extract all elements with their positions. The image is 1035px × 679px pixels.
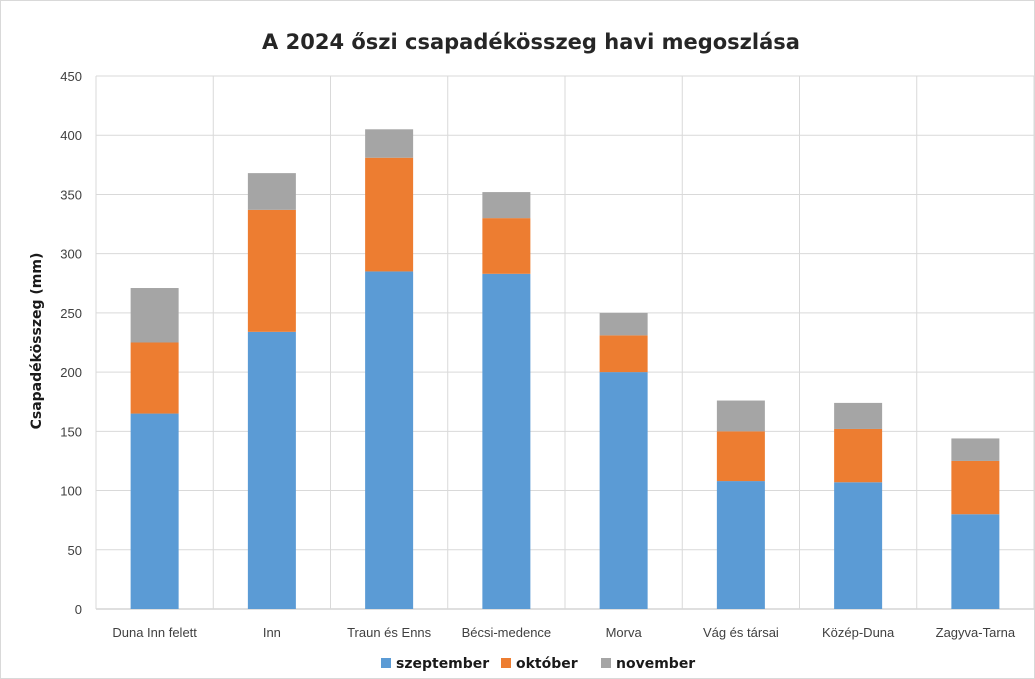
bar-segment-november [130, 288, 179, 343]
legend-label: november [616, 656, 695, 672]
bar-segment-október [247, 209, 296, 332]
x-tick-label: Vág és társai [703, 625, 779, 640]
x-tick-label: Duna Inn felett [112, 625, 197, 640]
y-tick-label: 0 [75, 602, 82, 617]
bar-segment-október [951, 460, 1000, 515]
bar-segment-szeptember [834, 482, 883, 609]
y-tick-label: 150 [60, 424, 82, 439]
bar-segment-október [599, 335, 648, 373]
y-tick-label: 300 [60, 247, 82, 262]
bar-segment-november [599, 312, 648, 336]
bar-segment-október [482, 218, 531, 274]
x-axis-labels: Duna Inn felett Inn Traun és Enns Bécsi-med… [112, 625, 1016, 640]
bars [130, 129, 1000, 609]
bar-segment-szeptember [716, 481, 765, 609]
bar-segment-november [482, 192, 531, 219]
bar-segment-szeptember [365, 271, 414, 609]
y-axis-ticks: 0 50 100 150 200 250 300 350 400 450 [60, 69, 82, 617]
legend-swatch [381, 658, 391, 668]
legend-item-október: október [501, 656, 578, 672]
legend-label: október [516, 656, 578, 672]
bar-segment-november [834, 402, 883, 429]
bar-segment-november [951, 438, 1000, 461]
y-tick-label: 50 [68, 543, 82, 558]
y-tick-label: 450 [60, 69, 82, 84]
bar-segment-november [716, 400, 765, 432]
bar-segment-október [716, 431, 765, 482]
legend-swatch [501, 658, 511, 668]
x-tick-label: Zagyva-Tarna [936, 625, 1016, 640]
legend-item-szeptember: szeptember [381, 656, 489, 672]
legend-swatch [601, 658, 611, 668]
x-tick-label: Traun és Enns [347, 625, 432, 640]
y-tick-label: 350 [60, 187, 82, 202]
bar-segment-szeptember [482, 273, 531, 609]
bar-segment-november [247, 173, 296, 210]
gridlines [95, 75, 1034, 610]
x-tick-label: Inn [263, 625, 281, 640]
bar-segment-szeptember [599, 372, 648, 609]
x-tick-label: Közép-Duna [822, 625, 895, 640]
y-tick-label: 250 [60, 306, 82, 321]
legend-item-november: november [601, 656, 695, 672]
bar-segment-október [365, 157, 414, 272]
bar-segment-szeptember [951, 514, 1000, 609]
bar-segment-szeptember [130, 413, 179, 609]
y-tick-label: 400 [60, 128, 82, 143]
legend-label: szeptember [396, 656, 489, 672]
bar-segment-október [130, 342, 179, 414]
bar-segment-november [365, 129, 414, 158]
x-tick-label: Morva [606, 625, 643, 640]
y-tick-label: 100 [60, 484, 82, 499]
bar-segment-október [834, 428, 883, 483]
y-tick-label: 200 [60, 365, 82, 380]
x-tick-label: Bécsi-medence [462, 625, 552, 640]
chart-title: A 2024 őszi csapadékösszeg havi megoszlá… [262, 30, 800, 54]
y-axis-label: Csapadékösszeg (mm) [29, 253, 45, 430]
bar-segment-szeptember [247, 331, 296, 609]
legend: szeptember október november [381, 656, 695, 672]
